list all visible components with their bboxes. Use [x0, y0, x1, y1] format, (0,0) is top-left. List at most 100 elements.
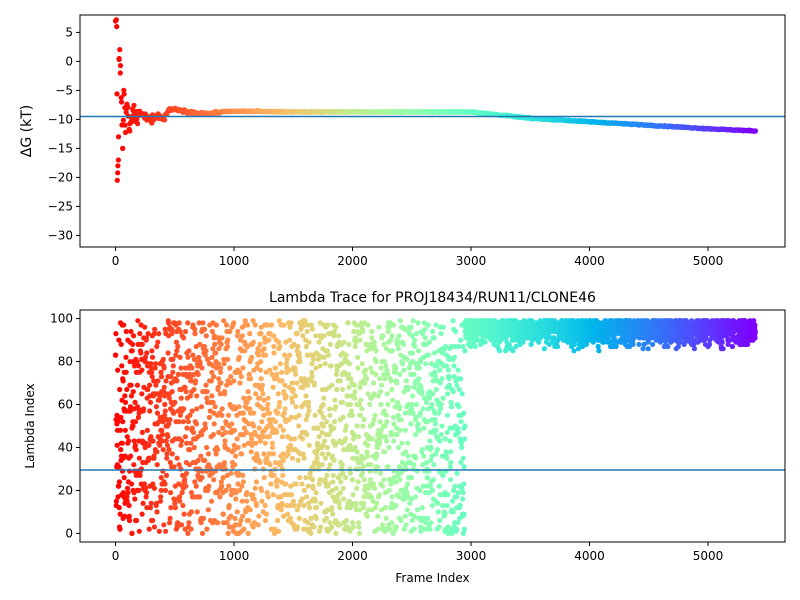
lambda-point [271, 530, 278, 537]
lambda-point [393, 524, 399, 530]
lambda-point [266, 434, 272, 440]
lambda-point [222, 429, 229, 435]
lambda-point [272, 365, 278, 371]
lambda-point [126, 502, 132, 509]
lambda-point [377, 470, 384, 476]
lambda-point [131, 438, 137, 444]
lambda-point [351, 382, 357, 388]
lambda-point [180, 419, 186, 425]
lambda-point [389, 386, 395, 393]
lambda-point [269, 371, 275, 377]
lambda-point [356, 530, 362, 537]
lambda-point [126, 438, 132, 444]
lambda-point [214, 365, 220, 371]
lambda-point [173, 352, 179, 358]
lambda-point [236, 354, 242, 360]
lambda-point [179, 490, 185, 496]
lambda-point [314, 505, 320, 511]
lambda-point [348, 408, 354, 414]
lambda-point [260, 391, 266, 397]
lambda-point [313, 515, 319, 522]
lambda-point [439, 423, 445, 429]
lambda-point [303, 393, 309, 399]
lambda-point [391, 414, 397, 420]
delta-g-x-ticks: 0 1000 2000 3000 4000 5000 [112, 247, 723, 268]
delta-g-point [116, 56, 122, 63]
lambda-point [120, 419, 126, 425]
lambda-point [267, 462, 273, 468]
lambda-point [269, 440, 275, 446]
lambda-point [261, 397, 267, 403]
lambda-point [354, 423, 360, 429]
lambda-point [153, 404, 159, 410]
lambda-point [415, 320, 421, 326]
lambda-point [596, 348, 602, 354]
lambda-point [358, 397, 364, 403]
lambda-point [397, 477, 403, 483]
lambda-point [419, 505, 425, 511]
lambda-point [183, 483, 189, 489]
lambda-point [119, 468, 126, 474]
lambda-point [289, 455, 295, 461]
lambda-point [393, 365, 399, 371]
lambda-point [203, 382, 209, 388]
lambda-point [650, 341, 656, 347]
lambda-point [196, 320, 202, 326]
lambda-point [266, 410, 273, 416]
delta-g-point [122, 129, 129, 136]
lambda-point [374, 453, 380, 459]
lambda-point [720, 346, 726, 352]
lambda-point [210, 346, 216, 352]
lambda-point [163, 472, 170, 478]
lambda-point [338, 479, 344, 485]
lambda-point [192, 331, 198, 337]
lambda-point [453, 328, 459, 335]
lambda-point [296, 412, 302, 418]
lambda-point [118, 414, 124, 420]
lambda-point [160, 468, 166, 474]
lambda-point [191, 356, 198, 362]
lambda-point [395, 346, 401, 352]
lambda-point [432, 421, 439, 427]
lambda-point [249, 436, 255, 442]
lambda-point [202, 421, 208, 427]
delta-g-point [113, 17, 119, 23]
lambda-point [197, 494, 203, 500]
lambda-point [394, 380, 400, 386]
lambda-panel: Lambda Trace for PROJ18434/RUN11/CLONE46… [23, 290, 786, 585]
lambda-point [425, 515, 431, 522]
lambda-point [645, 346, 651, 352]
lambda-point [122, 513, 128, 519]
lambda-point [120, 378, 126, 384]
lambda-point [139, 511, 145, 517]
lambda-point [347, 442, 353, 448]
lambda-point [177, 412, 183, 418]
lambda-point [206, 414, 212, 420]
lambda-point [379, 483, 386, 489]
lambda-point [226, 502, 232, 509]
lambda-point [197, 361, 203, 367]
lambda-point [261, 346, 267, 352]
lambda-point [245, 530, 251, 537]
lambda-point [321, 354, 327, 360]
delta-g-panel: 0 1000 2000 3000 4000 5000 50−5−10−15−20−25−3… [19, 14, 786, 268]
lambda-point [337, 505, 343, 511]
lambda-point [151, 331, 157, 337]
lambda-point [311, 356, 317, 362]
lambda-point [431, 350, 438, 356]
lambda-point [295, 343, 301, 350]
lambda-point [431, 462, 437, 468]
lambda-point [497, 348, 503, 354]
lambda-point [232, 462, 238, 468]
lambda-point [132, 496, 138, 502]
lambda-point [201, 343, 208, 350]
delta-g-y-tick-label: −20 [48, 170, 73, 184]
lambda-point [210, 399, 216, 405]
lambda-point [402, 513, 408, 519]
lambda-point [256, 434, 262, 440]
lambda-point [170, 356, 176, 362]
lambda-point [289, 399, 296, 405]
lambda-point [379, 382, 385, 388]
lambda-point [182, 328, 189, 335]
lambda-point [412, 343, 418, 350]
